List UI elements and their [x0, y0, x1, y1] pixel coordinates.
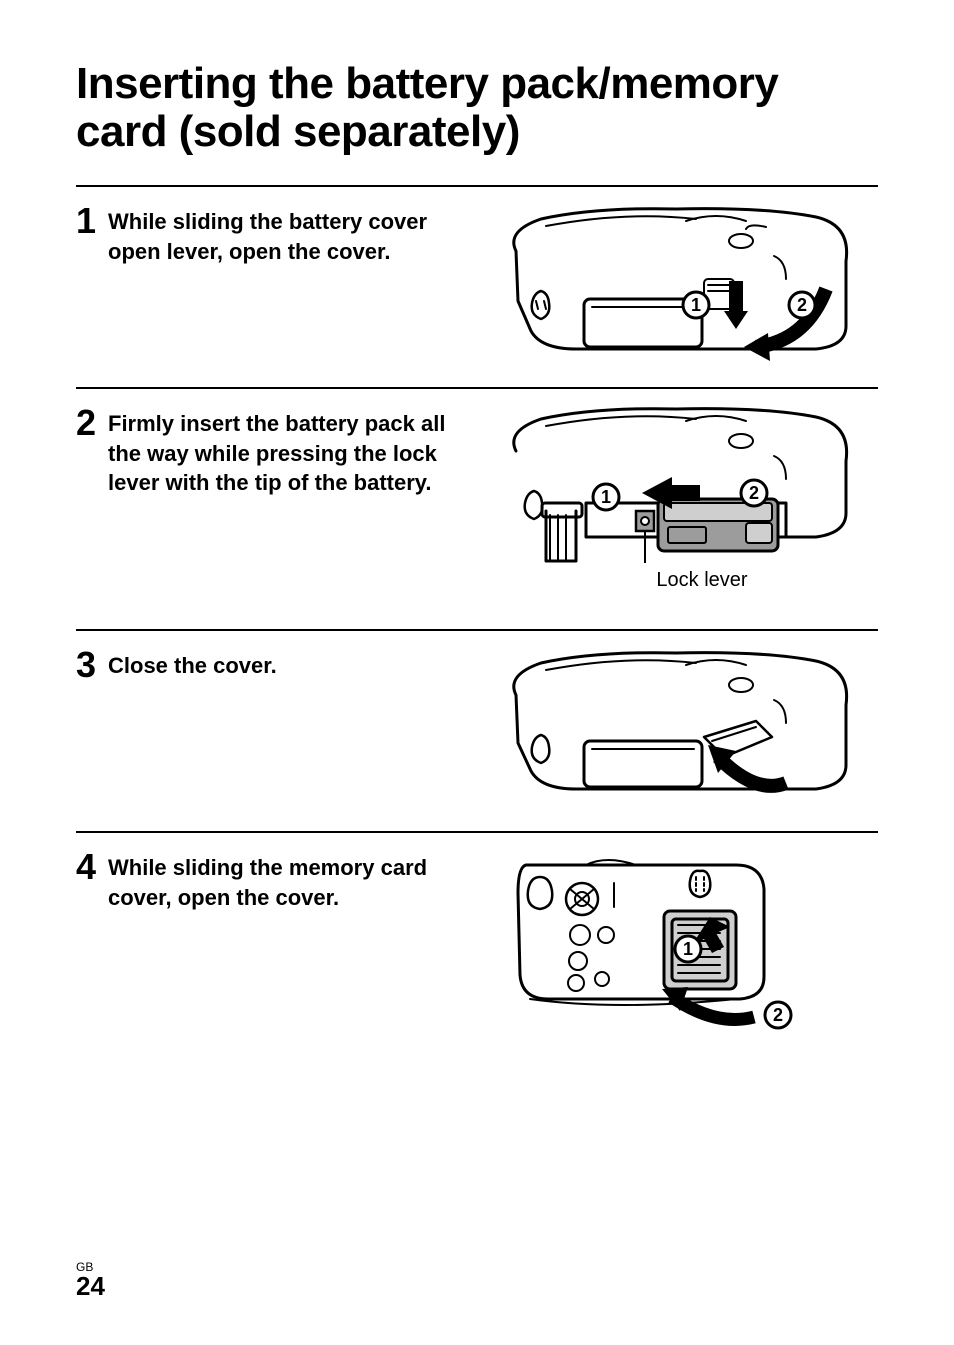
svg-text:2: 2	[749, 483, 759, 503]
page-title: Inserting the battery pack/memory card (…	[76, 60, 878, 155]
step-3: 3 Close the cover.	[76, 629, 878, 831]
lock-lever-caption: Lock lever	[526, 569, 878, 592]
step-1-figure: 1 2	[486, 201, 878, 361]
svg-text:2: 2	[797, 295, 807, 315]
step-4-figure: 1 2	[486, 847, 878, 1037]
svg-text:1: 1	[683, 939, 693, 959]
step-2-figure: 1 2 Lock lever	[486, 403, 878, 592]
step-4: 4 While sliding the memory card cover, o…	[76, 831, 878, 1053]
svg-text:2: 2	[773, 1005, 783, 1025]
step-3-number: 3	[76, 647, 98, 683]
close-cover-illustration	[486, 645, 866, 795]
step-1-text: 1 While sliding the battery cover open l…	[76, 201, 486, 266]
step-1-number: 1	[76, 203, 98, 239]
footer-page-number: 24	[76, 1273, 105, 1299]
camera-open-cover-illustration: 1 2	[486, 201, 866, 361]
step-4-text: 4 While sliding the memory card cover, o…	[76, 847, 486, 912]
step-4-instruction: While sliding the memory card cover, ope…	[108, 853, 476, 912]
step-3-instruction: Close the cover.	[108, 651, 277, 681]
step-3-figure	[486, 645, 878, 795]
memory-card-cover-illustration: 1 2	[486, 847, 826, 1037]
step-2-text: 2 Firmly insert the battery pack all the…	[76, 403, 486, 498]
svg-text:1: 1	[601, 487, 611, 507]
step-3-text: 3 Close the cover.	[76, 645, 486, 683]
step-1-instruction: While sliding the battery cover open lev…	[108, 207, 476, 266]
page-footer: GB 24	[76, 1261, 105, 1299]
step-4-number: 4	[76, 849, 98, 885]
step-2-number: 2	[76, 405, 98, 441]
manual-page: Inserting the battery pack/memory card (…	[0, 0, 954, 1345]
svg-text:1: 1	[691, 295, 701, 315]
step-1: 1 While sliding the battery cover open l…	[76, 185, 878, 387]
step-2-instruction: Firmly insert the battery pack all the w…	[108, 409, 476, 498]
insert-battery-illustration: 1 2	[486, 403, 866, 573]
step-2: 2 Firmly insert the battery pack all the…	[76, 387, 878, 629]
